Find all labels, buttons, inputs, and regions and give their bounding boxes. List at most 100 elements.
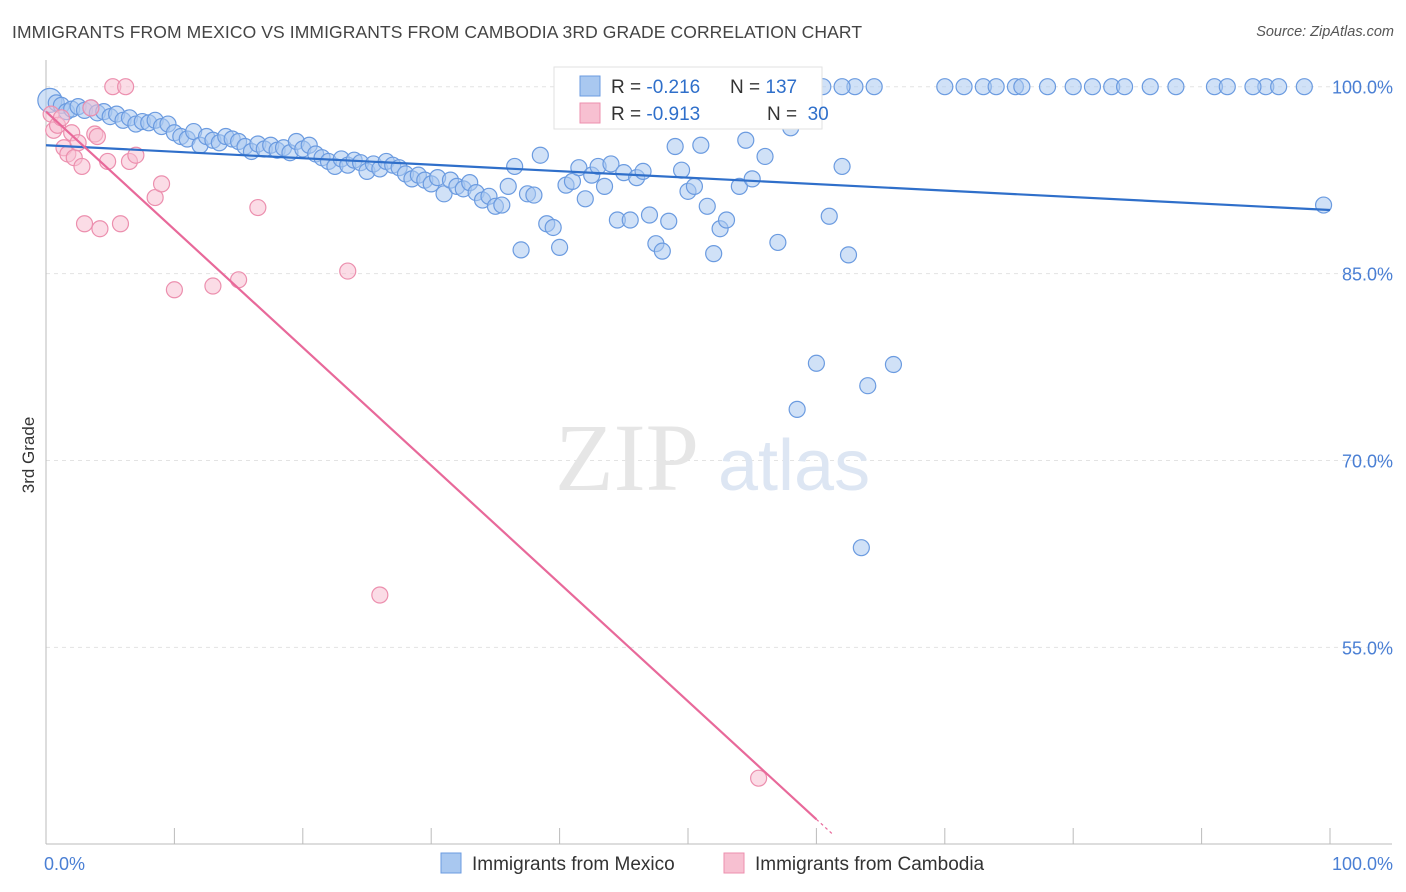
- cambodia-point-10: [75, 215, 94, 233]
- mexico-point-142: [1013, 78, 1031, 96]
- mexico-point-107: [730, 177, 748, 195]
- y-tick-label-0: 55.0%: [1342, 638, 1393, 658]
- mexico-point-116: [820, 207, 838, 225]
- mexico-point-96: [653, 242, 671, 260]
- mexico-point-127: [987, 78, 1005, 96]
- mexico-point-130: [1064, 78, 1082, 96]
- bottom-legend-mexico: Immigrants from Mexico: [472, 854, 675, 875]
- mexico-point-93: [634, 162, 652, 181]
- mexico-point-120: [852, 539, 870, 557]
- mexico-point-91: [621, 211, 639, 229]
- x-tick-label-1: 100.0%: [1332, 854, 1393, 874]
- mexico-point-98: [666, 137, 684, 156]
- y-tick-label-3: 100.0%: [1332, 78, 1393, 98]
- bottom-legend: Immigrants from Mexico Immigrants from C…: [440, 852, 985, 875]
- cambodia-point-18: [117, 78, 135, 96]
- mexico-point-146: [1270, 78, 1288, 96]
- legend-cambodia-n-label: N =: [767, 104, 802, 125]
- series-cambodia-points: [42, 78, 768, 787]
- legend-mexico-n-value: 137: [765, 77, 797, 98]
- trend-line-cambodia-extension: [815, 818, 833, 834]
- y-axis-label: 3rd Grade: [19, 417, 38, 494]
- mexico-point-84: [576, 190, 594, 208]
- chart-title: IMMIGRANTS FROM MEXICO VS IMMIGRANTS FRO…: [12, 22, 863, 42]
- bottom-legend-swatch-cambodia: [723, 852, 745, 874]
- mexico-point-109: [743, 170, 761, 188]
- cambodia-point-23: [165, 281, 183, 299]
- mexico-point-112: [769, 233, 787, 252]
- mexico-point-145: [1244, 78, 1262, 96]
- legend-mexico-n-label: N =: [730, 77, 765, 98]
- source-label: Source: ZipAtlas.com: [1256, 24, 1394, 40]
- mexico-point-133: [1115, 78, 1134, 96]
- watermark-atlas: atlas: [718, 426, 870, 506]
- cambodia-point-9: [73, 157, 91, 176]
- mexico-point-102: [692, 136, 710, 154]
- mexico-point-125: [955, 78, 973, 96]
- mexico-point-97: [660, 212, 678, 230]
- y-tick-label-1: 70.0%: [1342, 451, 1393, 471]
- cambodia-point-20: [127, 146, 145, 164]
- mexico-point-123: [865, 78, 883, 96]
- watermark: ZIP atlas: [555, 404, 870, 511]
- mexico-point-129: [1038, 78, 1057, 96]
- mexico-point-99: [672, 161, 691, 179]
- mexico-point-121: [859, 377, 877, 395]
- legend-swatch-cambodia: [579, 102, 601, 124]
- mexico-point-72: [499, 177, 517, 195]
- cambodia-point-3: [52, 109, 71, 127]
- legend-mexico-r-value: -0.216: [646, 77, 700, 98]
- trend-line-cambodia: [45, 110, 818, 821]
- mexico-point-74: [512, 241, 530, 259]
- axes: [45, 60, 1392, 845]
- mexico-point-103: [698, 197, 716, 215]
- cambodia-point-28: [371, 586, 389, 604]
- bottom-legend-swatch-mexico: [440, 852, 462, 874]
- mexico-point-131: [1083, 78, 1102, 96]
- mexico-point-88: [602, 155, 620, 173]
- cambodia-point-26: [249, 198, 267, 217]
- svg-text:R = -0.216: R = -0.216: [611, 77, 700, 98]
- mexico-point-137: [1295, 78, 1313, 96]
- mexico-point-115: [807, 354, 826, 372]
- trend-lines: [45, 110, 1331, 834]
- svg-text:N = 137: N = 137: [730, 77, 797, 98]
- mexico-point-144: [1218, 78, 1236, 96]
- svg-text:R = -0.913: R = -0.913: [611, 104, 700, 125]
- cambodia-point-22: [152, 175, 171, 193]
- cambodia-point-29: [750, 769, 768, 787]
- svg-text:N = 30: N = 30: [730, 104, 855, 125]
- mexico-point-122: [884, 355, 903, 374]
- mexico-point-114: [788, 400, 806, 418]
- mexico-point-110: [756, 147, 774, 166]
- trend-line-mexico: [45, 144, 1331, 212]
- mexico-point-87: [595, 177, 614, 195]
- cambodia-point-11: [82, 99, 100, 117]
- mexico-point-76: [525, 186, 543, 204]
- series-mexico-points: [37, 78, 1333, 557]
- legend-box: R = -0.216 N = 137 R = -0.913 N = 30: [553, 66, 855, 130]
- legend-swatch-mexico: [579, 75, 601, 97]
- cambodia-point-13: [88, 127, 106, 146]
- cambodia-point-14: [91, 220, 109, 238]
- mexico-point-117: [833, 157, 851, 176]
- legend-cambodia-r-label: R =: [611, 104, 646, 125]
- mexico-point-124: [936, 78, 954, 96]
- mexico-point-77: [531, 146, 549, 164]
- legend-cambodia-n-value: 30: [802, 104, 828, 125]
- grid-lines: [46, 86, 1392, 648]
- mexico-point-106: [717, 211, 736, 229]
- mexico-point-143: [1141, 78, 1159, 96]
- tick-labels: 55.0% 70.0% 85.0% 100.0% 0.0% 100.0%: [44, 78, 1393, 874]
- mexico-point-71: [493, 196, 511, 214]
- mexico-point-73: [506, 157, 524, 176]
- cambodia-point-24: [204, 277, 222, 295]
- bottom-legend-cambodia: Immigrants from Cambodia: [755, 854, 985, 875]
- mexico-point-101: [685, 177, 704, 195]
- legend-cambodia-r-value: -0.913: [646, 104, 700, 125]
- mexico-point-134: [1167, 78, 1185, 96]
- mexico-point-80: [550, 238, 569, 257]
- mexico-point-118: [839, 246, 858, 264]
- cambodia-point-27: [339, 262, 357, 280]
